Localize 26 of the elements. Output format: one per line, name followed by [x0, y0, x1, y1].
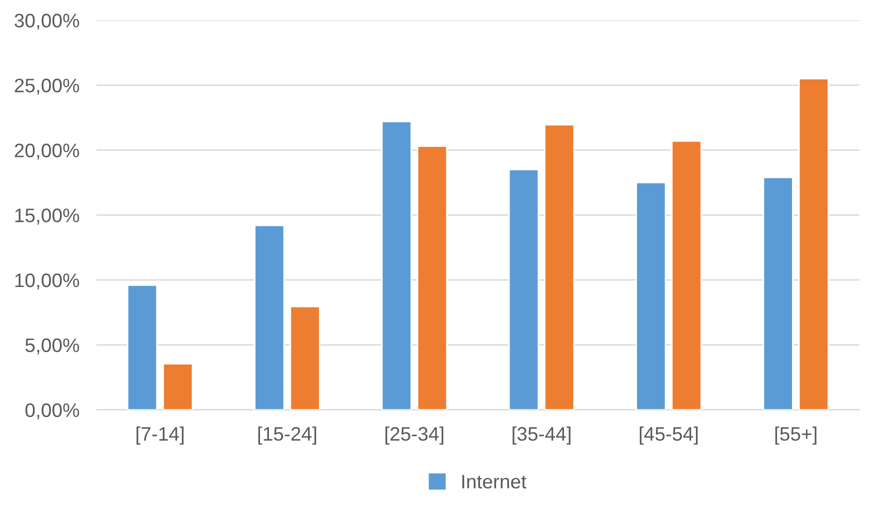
bar	[636, 182, 666, 410]
legend-label: Internet	[462, 474, 526, 488]
bar	[381, 120, 412, 410]
bar	[762, 176, 794, 410]
x-tick-label: [15-24]	[258, 426, 316, 445]
bar	[544, 124, 575, 410]
bar	[254, 224, 285, 410]
x-tick-label: [55+]	[775, 426, 816, 445]
x-tick-label: [25-34]	[386, 426, 444, 445]
bar	[798, 78, 829, 410]
y-tick-label: 5,00%	[25, 338, 80, 354]
bar	[126, 284, 158, 410]
bar	[290, 306, 320, 410]
y-tick-label: 25,00%	[14, 78, 80, 95]
y-tick-label: 20,00%	[14, 144, 80, 160]
y-tick-label: 0,00%	[25, 403, 80, 420]
bar	[671, 140, 702, 410]
x-tick-label: [35-44]	[512, 426, 570, 445]
x-tick-label: [7-14]	[136, 426, 184, 445]
bar	[162, 363, 194, 410]
x-tick-label: [45-54]	[640, 426, 698, 445]
bar	[416, 146, 448, 410]
y-tick-label: 30,00%	[14, 14, 80, 30]
bar	[508, 168, 540, 410]
y-tick-label: 10,00%	[15, 273, 80, 290]
y-tick-label: 15,00%	[15, 208, 80, 225]
